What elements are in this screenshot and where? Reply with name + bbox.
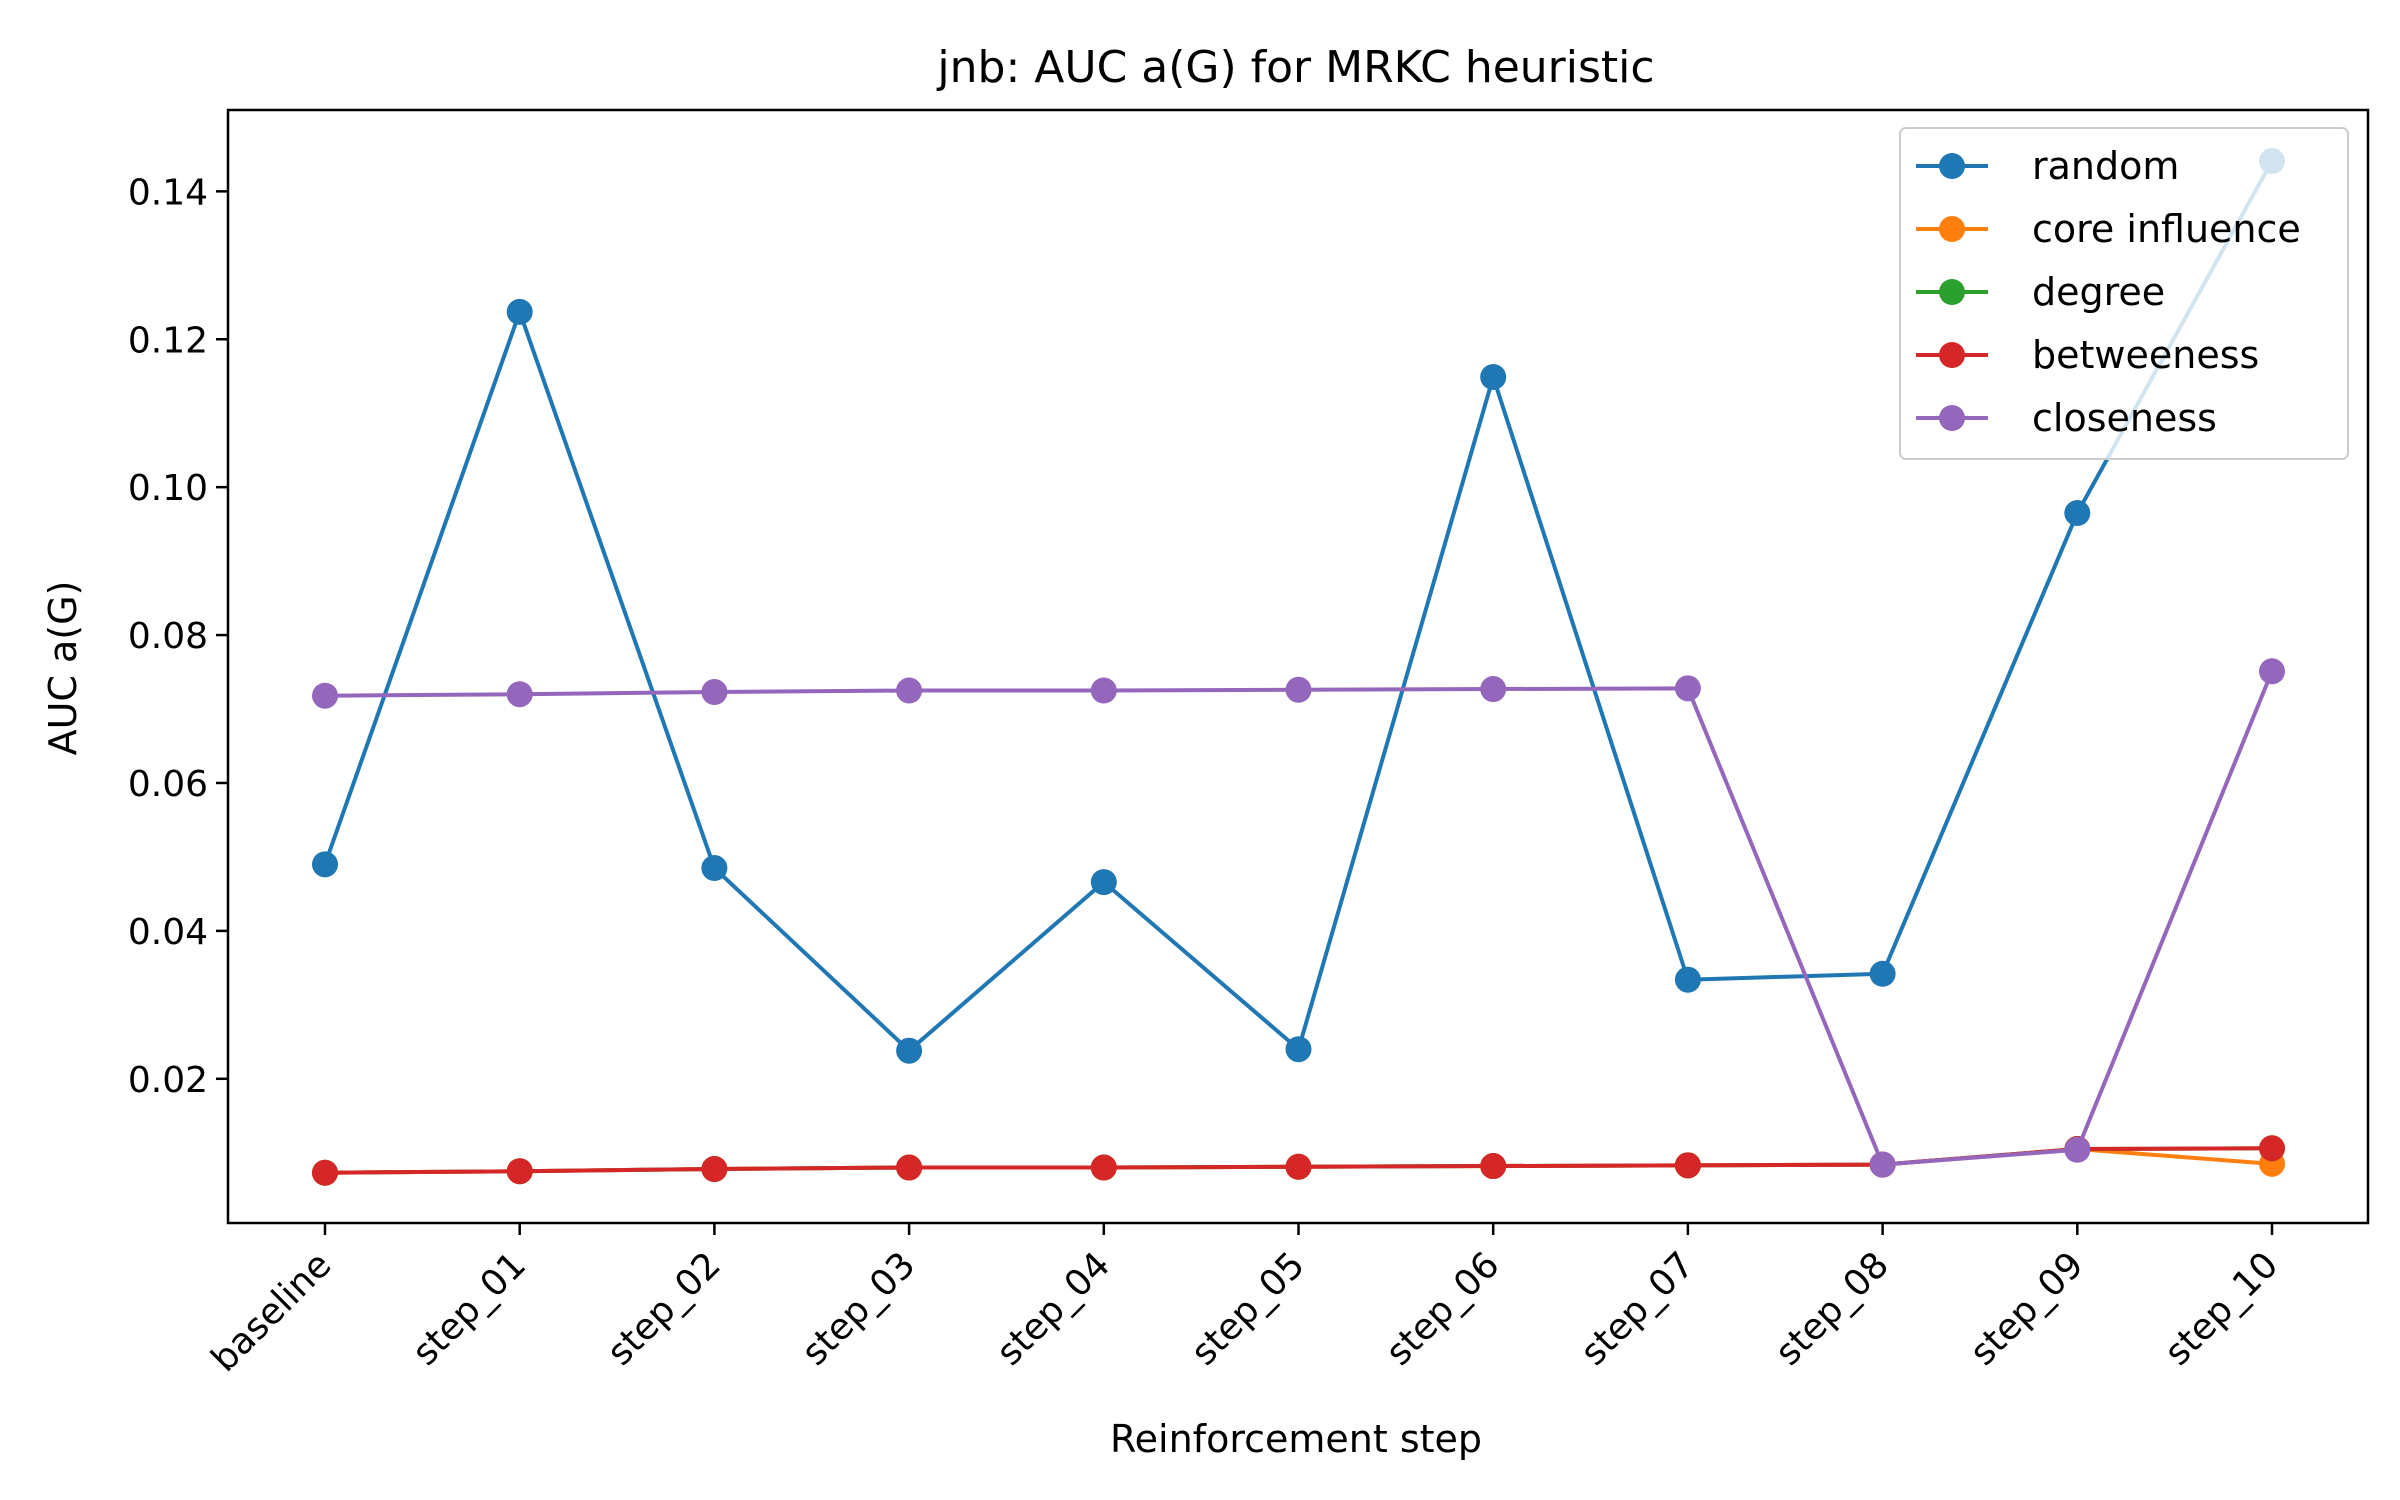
legend-label: random [2032,144,2179,188]
data-point [1674,1152,1701,1179]
y-tick-label: 0.08 [128,616,208,657]
legend-marker [1939,216,1965,242]
data-point [1285,1153,1312,1180]
data-point [1090,677,1117,704]
data-point [2064,500,2091,527]
chart-title: jnb: AUC a(G) for MRKC heuristic [936,42,1654,93]
legend: random core influence degree betweeness clos… [1899,127,2349,460]
legend-label: degree [2032,270,2165,314]
x-tick-label: step_05 [1184,1244,1313,1373]
data-point [701,679,728,706]
data-point [2259,1135,2285,1162]
legend-box [1899,127,2349,460]
x-tick-label: step_09 [1962,1244,2091,1373]
legend-label: core influence [2032,207,2301,251]
data-point [1285,676,1312,703]
x-tick-label: step_06 [1378,1244,1507,1373]
data-point [1869,1151,1896,1178]
data-point [701,855,728,882]
legend-item: closeness [1916,396,2217,440]
x-axis-label: Reinforcement step [1110,1417,1482,1461]
data-point [896,1154,923,1181]
data-point [312,1159,338,1186]
x-axis-ticks: baseline step_01 step_02 step_03 step_04 step… [204,1223,2286,1380]
legend-item: betweeness [1916,333,2259,377]
x-tick-label: step_07 [1573,1244,1702,1373]
y-axis-label: AUC a(G) [41,581,85,756]
data-point [1869,960,1896,987]
legend-item: degree [1916,270,2165,314]
x-tick-label: step_10 [2157,1244,2286,1373]
x-tick-label: step_08 [1768,1244,1897,1373]
series-4 [312,658,2285,1178]
x-tick-label: baseline [204,1244,340,1380]
x-tick-label: step_02 [600,1244,729,1373]
legend-label: closeness [2032,396,2217,440]
data-point [1674,966,1701,993]
data-point [1090,1154,1117,1181]
series-layer [312,148,2285,1186]
data-point [506,681,533,708]
data-point [1480,676,1507,703]
data-point [2064,1136,2091,1163]
data-point [1285,1036,1312,1063]
data-point [312,851,338,878]
data-point [2259,658,2285,685]
data-point [1480,363,1507,390]
y-tick-label: 0.14 [128,172,208,213]
x-tick-label: step_03 [794,1244,923,1373]
legend-item: random [1916,144,2179,188]
series-3 [312,1135,2285,1186]
legend-marker [1939,405,1965,431]
data-point [896,1037,923,1064]
y-tick-label: 0.12 [128,320,208,361]
legend-marker [1939,342,1965,368]
legend-label: betweeness [2032,333,2259,377]
data-point [506,298,533,325]
y-tick-label: 0.02 [128,1060,208,1101]
data-point [1090,869,1117,896]
legend-item: core influence [1916,207,2301,251]
y-axis-ticks: 0.02 0.04 0.06 0.08 0.10 0.12 0.14 [128,172,228,1101]
data-point [1480,1153,1507,1180]
data-point [1674,675,1701,702]
x-tick-label: step_01 [405,1244,534,1373]
y-tick-label: 0.04 [128,912,208,953]
data-point [896,677,923,704]
x-tick-label: step_04 [989,1244,1118,1373]
data-point [701,1156,728,1183]
data-point [506,1158,533,1185]
data-point [312,682,338,709]
y-tick-label: 0.10 [128,468,208,509]
legend-marker [1939,153,1965,179]
y-tick-label: 0.06 [128,764,208,805]
legend-marker [1939,279,1965,305]
